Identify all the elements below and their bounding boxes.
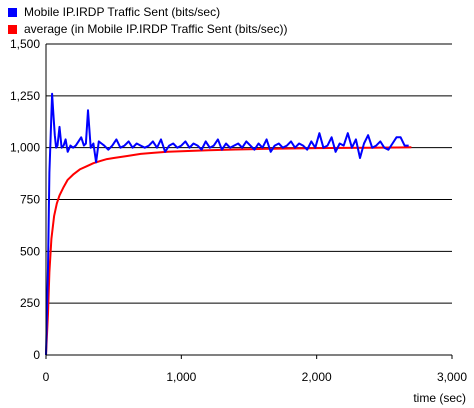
legend-label-average: average (in Mobile IP.IRDP Traffic Sent … bbox=[24, 22, 288, 36]
y-tick-label-750: 750 bbox=[20, 193, 40, 207]
x-axis-title: time (sec) bbox=[413, 391, 466, 405]
x-tick-label-3000: 3,000 bbox=[437, 370, 467, 384]
y-tick-label-500: 500 bbox=[20, 244, 40, 258]
legend-label-traffic: Mobile IP.IRDP Traffic Sent (bits/sec) bbox=[24, 5, 221, 19]
x-tick-label-0: 0 bbox=[43, 370, 50, 384]
y-tick-label-1000: 1,000 bbox=[10, 141, 40, 155]
x-tick-label-1000: 1,000 bbox=[166, 370, 196, 384]
legend: Mobile IP.IRDP Traffic Sent (bits/sec) a… bbox=[8, 4, 287, 38]
plot-area bbox=[45, 92, 412, 356]
tick-labels: 0 250 500 750 1,000 1,250 1,500 0 1,000 2,000 3,00… bbox=[10, 37, 467, 384]
y-tick-label-250: 250 bbox=[20, 296, 40, 310]
legend-swatch-average bbox=[8, 25, 17, 34]
axes bbox=[45, 44, 453, 359]
legend-swatch-traffic bbox=[8, 8, 17, 17]
y-tick-label-1500: 1,500 bbox=[10, 37, 40, 51]
legend-item-average: average (in Mobile IP.IRDP Traffic Sent … bbox=[8, 21, 287, 38]
series-line-average bbox=[45, 146, 412, 356]
legend-item-traffic: Mobile IP.IRDP Traffic Sent (bits/sec) bbox=[8, 4, 287, 21]
y-tick-label-0: 0 bbox=[33, 348, 40, 362]
x-tick-label-2000: 2,000 bbox=[302, 370, 332, 384]
grid bbox=[46, 43, 452, 304]
y-tick-label-1250: 1,250 bbox=[10, 89, 40, 103]
series-line-traffic-sent bbox=[45, 92, 409, 356]
